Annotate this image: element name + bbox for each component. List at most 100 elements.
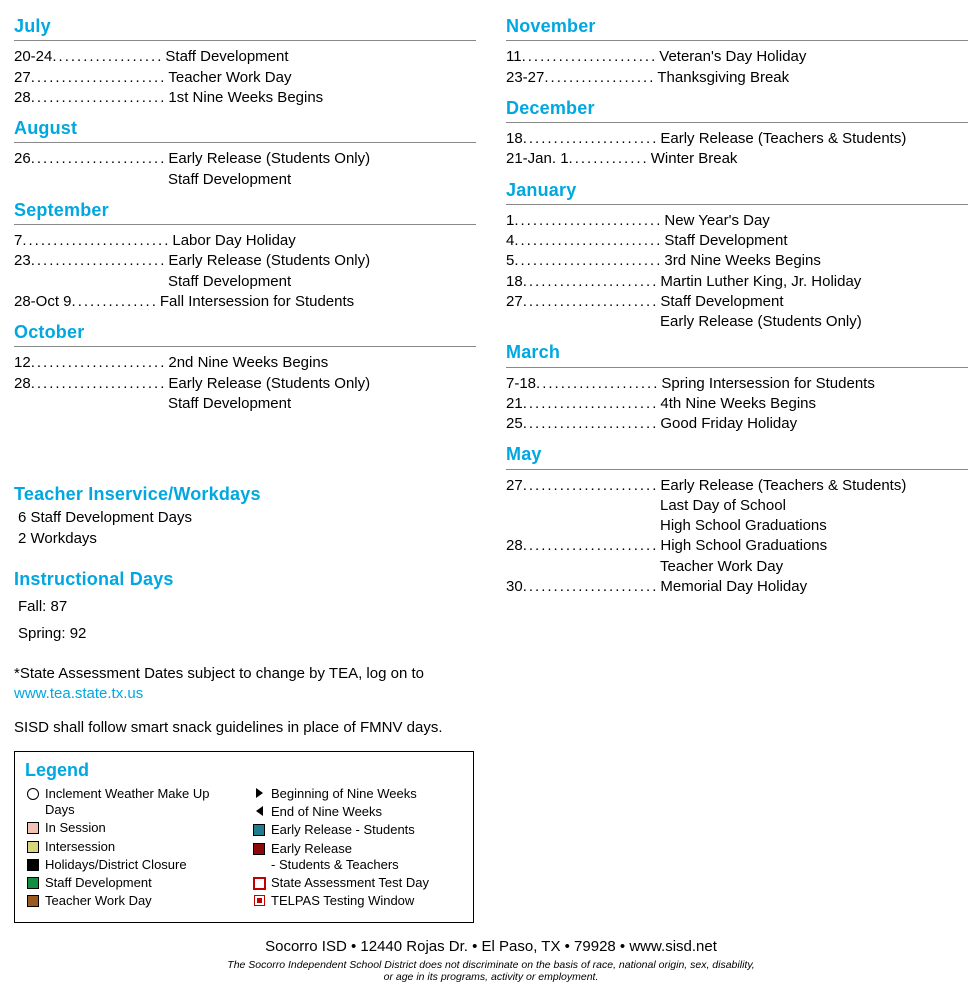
event-date: 30	[506, 577, 523, 597]
event-row: 21......................4th Nine Weeks B…	[506, 394, 968, 414]
event-row: 26......................Early Release (S…	[14, 149, 476, 169]
tri-right-icon	[251, 786, 267, 798]
month-block: July20-24..................Staff Develop…	[14, 14, 476, 108]
month-heading: November	[506, 14, 968, 38]
event-description: Thanksgiving Break	[655, 68, 789, 88]
event-description: New Year's Day	[662, 211, 769, 231]
event-date: 18	[506, 129, 523, 149]
event-date: 4	[506, 231, 514, 251]
dot-leader: ......................	[523, 536, 659, 556]
month-rule	[506, 40, 968, 41]
dot-leader: ........................	[514, 231, 662, 251]
dot-leader: ......................	[523, 476, 659, 496]
month-rule	[14, 40, 476, 41]
event-row: 12......................2nd Nine Weeks B…	[14, 353, 476, 373]
dot-leader: ........................	[22, 231, 170, 251]
dot-leader: ......................	[523, 129, 659, 149]
legend-box: Legend Inclement Weather Make Up DaysIn S…	[14, 751, 474, 923]
teal-icon	[251, 822, 267, 836]
event-date: 5	[506, 251, 514, 271]
legend-label: Staff Development	[41, 875, 237, 891]
event-list: 20-24..................Staff Development…	[14, 47, 476, 108]
dot-leader: ....................	[536, 374, 659, 394]
teacher-inservice-heading: Teacher Inservice/Workdays	[14, 482, 476, 506]
event-date: 28	[506, 536, 523, 556]
event-description-extra: Staff Development	[14, 394, 476, 414]
event-date: 20-24	[14, 47, 52, 67]
tri-left-icon	[251, 804, 267, 816]
redopen-icon	[251, 875, 267, 890]
event-description: Memorial Day Holiday	[658, 577, 807, 597]
dot-leader: .............	[569, 149, 649, 169]
event-row: 7........................Labor Day Holid…	[14, 231, 476, 251]
event-date: 12	[14, 353, 31, 373]
legend-label: Early Release- Students & Teachers	[267, 841, 463, 874]
event-list: 27......................Early Release (T…	[506, 476, 968, 598]
dot-leader: ........................	[514, 251, 662, 271]
dot-leader: ......................	[523, 292, 659, 312]
month-rule	[14, 224, 476, 225]
tea-link[interactable]: www.tea.state.tx.us	[14, 685, 143, 702]
event-description-extra: Staff Development	[14, 272, 476, 292]
event-description: High School Graduations	[658, 536, 827, 556]
event-row: 27......................Early Release (T…	[506, 476, 968, 496]
month-rule	[506, 367, 968, 368]
legend-label: TELPAS Testing Window	[267, 893, 463, 909]
event-row: 28......................Early Release (S…	[14, 374, 476, 394]
event-description: Good Friday Holiday	[658, 414, 797, 434]
legend-item: In Session	[25, 820, 237, 836]
event-description: Veteran's Day Holiday	[657, 47, 806, 67]
event-description: Spring Intersession for Students	[659, 374, 874, 394]
event-row: 21-Jan. 1.............Winter Break	[506, 149, 968, 169]
month-heading: December	[506, 96, 968, 120]
legend-item: End of Nine Weeks	[251, 804, 463, 820]
event-description: 3rd Nine Weeks Begins	[662, 251, 820, 271]
event-row: 23......................Early Release (S…	[14, 251, 476, 271]
instructional-days-heading: Instructional Days	[14, 567, 476, 591]
legend-item: Staff Development	[25, 875, 237, 891]
circle-icon	[25, 786, 41, 800]
event-list: 7........................Labor Day Holid…	[14, 231, 476, 312]
legend-label: Inclement Weather Make Up Days	[41, 786, 237, 819]
legend-item: State Assessment Test Day	[251, 875, 463, 891]
event-description: Fall Intersession for Students	[158, 292, 354, 312]
dot-leader: ......................	[523, 577, 659, 597]
dot-leader: ......................	[523, 414, 659, 434]
event-list: 11......................Veteran's Day Ho…	[506, 47, 968, 88]
legend-item: Intersession	[25, 839, 237, 855]
month-heading: March	[506, 340, 968, 364]
month-heading: August	[14, 116, 476, 140]
event-date: 11	[506, 47, 522, 67]
legend-col-right: Beginning of Nine Weeks End of Nine Weeks…	[251, 786, 463, 912]
legend-columns: Inclement Weather Make Up DaysIn Session…	[25, 786, 463, 912]
event-description: 2nd Nine Weeks Begins	[166, 353, 328, 373]
event-date: 27	[506, 292, 523, 312]
event-row: 4........................Staff Developme…	[506, 231, 968, 251]
month-rule	[506, 469, 968, 470]
event-date: 23	[14, 251, 31, 271]
event-date: 27	[506, 476, 523, 496]
event-description-extra: High School Graduations	[506, 516, 968, 536]
event-list: 7-18....................Spring Intersess…	[506, 374, 968, 435]
event-description: Martin Luther King, Jr. Holiday	[658, 272, 861, 292]
teacher-line: 2 Workdays	[18, 529, 476, 549]
dot-leader: ..................	[52, 47, 163, 67]
month-block: March 7-18....................Spring Inte…	[506, 340, 968, 434]
event-description: 4th Nine Weeks Begins	[658, 394, 816, 414]
legend-label: In Session	[41, 820, 237, 836]
event-description: Early Release (Teachers & Students)	[658, 129, 906, 149]
disclaimer-line-1: The Socorro Independent School District …	[227, 959, 754, 971]
legend-label: Early Release - Students	[267, 822, 463, 838]
event-description: Early Release (Students Only)	[166, 374, 370, 394]
event-description: Staff Development	[658, 292, 783, 312]
month-block: May27......................Early Release…	[506, 442, 968, 597]
month-rule	[14, 346, 476, 347]
event-date: 18	[506, 272, 523, 292]
event-row: 23-27..................Thanksgiving Brea…	[506, 68, 968, 88]
month-block: August 26......................Early Rele…	[14, 116, 476, 190]
month-rule	[14, 142, 476, 143]
legend-label: Beginning of Nine Weeks	[267, 786, 463, 802]
dot-leader: ..................	[544, 68, 655, 88]
legend-title: Legend	[25, 758, 463, 782]
event-row: 27......................Staff Developmen…	[506, 292, 968, 312]
